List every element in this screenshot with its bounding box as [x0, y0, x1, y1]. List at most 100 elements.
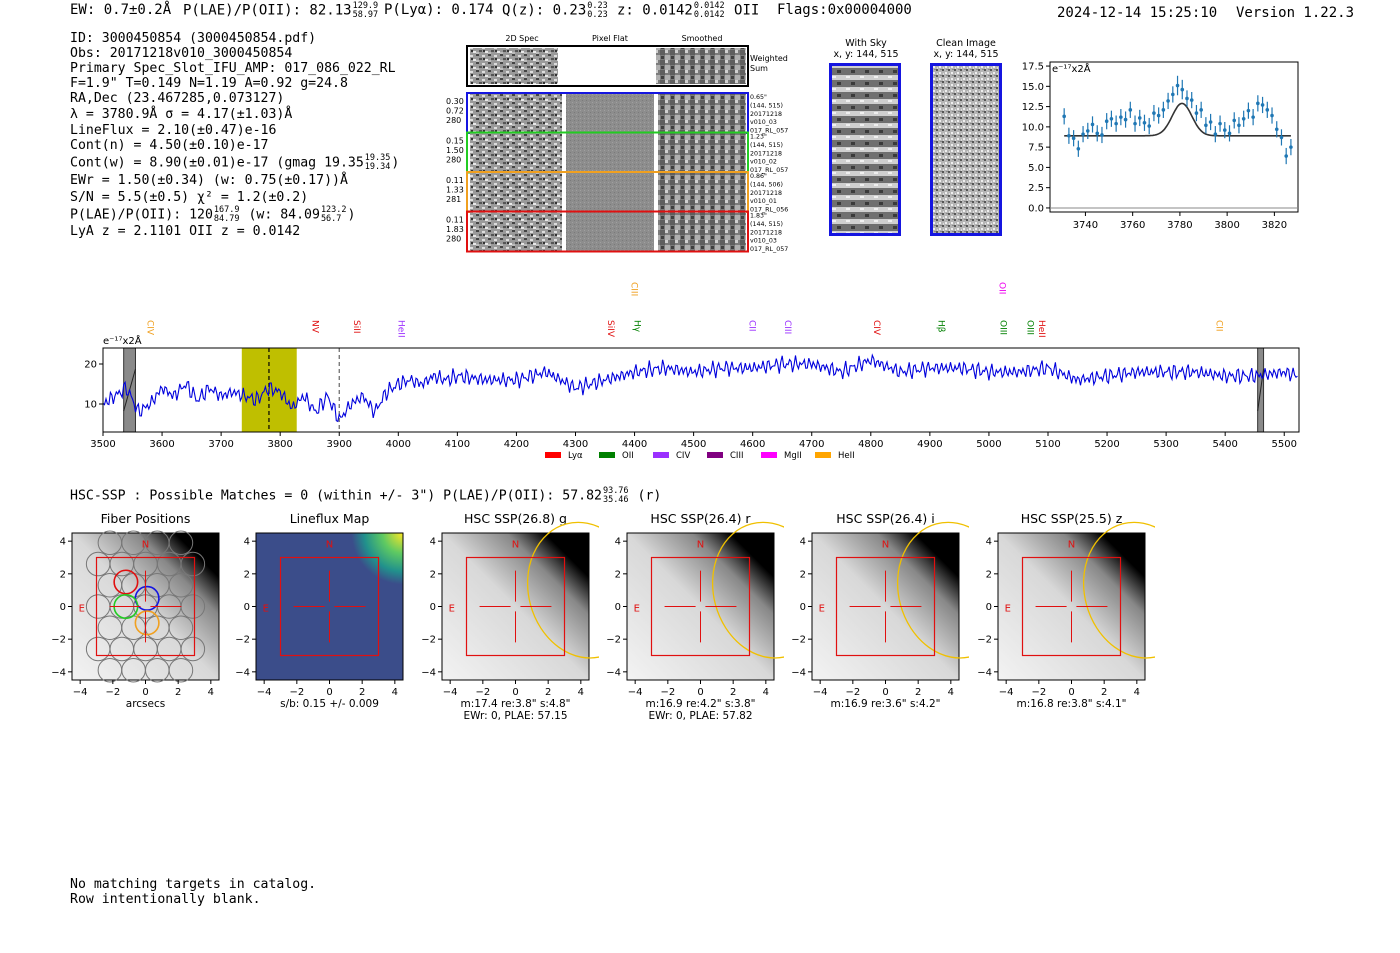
svg-text:Lyα: Lyα — [568, 451, 583, 461]
spectrum-line — [102, 353, 1298, 423]
hsc-panel-3: HSC SSP(26.8) g N E −4 −4 −2 −2 0 0 2 2 4 4 m:17.4 re… — [412, 511, 642, 728]
spectrum-unit-label: e⁻¹⁷x2Å — [103, 334, 142, 347]
compass-east: E — [79, 603, 85, 614]
spectral-line-label: NV — [310, 320, 320, 334]
zoom-data-point — [1123, 117, 1128, 122]
spectrum-xtick-label: 5200 — [1094, 439, 1119, 450]
info-lyaz: LyA z = 2.1101 OII z = 0.0142 — [70, 224, 301, 239]
spectrum-xtick-label: 4100 — [445, 439, 470, 450]
spectrum-frame — [102, 347, 1300, 433]
lineflux-map-image — [256, 533, 403, 680]
spectrum-xtick-label: 5300 — [1153, 439, 1178, 450]
hsc-xtick-label: 2 — [545, 687, 551, 698]
hsc-xtick-label: 0 — [697, 687, 703, 698]
hsc-xtick-label: 2 — [359, 687, 365, 698]
spectrum-ytick-label: 10 — [84, 400, 97, 411]
hsc-panel-title: HSC SSP(26.4) i — [836, 511, 934, 526]
cutout-row-left-label: 0.11 — [446, 176, 464, 185]
compass-north: N — [697, 540, 704, 551]
svg-text:MgII: MgII — [784, 451, 802, 461]
zoom-xtick-label: 3780 — [1167, 220, 1192, 231]
spectrum-xtick-label: 5400 — [1212, 439, 1237, 450]
cutout-row-right-label: 20171218 — [750, 190, 782, 197]
zoom-data-point — [1218, 121, 1222, 126]
zoom-data-point — [1104, 119, 1109, 123]
svg-text:OIII: OIII — [1024, 320, 1034, 335]
cutout-row-left-label: 280 — [446, 156, 461, 165]
cutout-row-right-label: 017_RL_056 — [750, 207, 788, 214]
svg-text:CII: CII — [1213, 320, 1223, 332]
cutout-row-left-label: 281 — [446, 195, 461, 204]
spectrum-legend-item: CIV — [653, 451, 690, 461]
clean-image — [930, 63, 1002, 236]
zoom-data-point — [1119, 115, 1123, 119]
cutout-row-right-label: 1.23" — [750, 134, 767, 141]
compass-east: E — [634, 603, 640, 614]
zoom-data-point — [1067, 133, 1071, 138]
spectral-line-label: HeII — [395, 320, 405, 338]
hsc-ytick-label: −4 — [606, 667, 621, 678]
hsc-panel-title: HSC SSP(26.8) g — [464, 511, 567, 526]
spectrum-xtick-label: 4500 — [681, 439, 706, 450]
spectrum-xtick-label: 4200 — [504, 439, 529, 450]
cutout-row-right-label: v010_02 — [750, 159, 777, 166]
weighted-sum-row: Weighted Sum — [466, 45, 788, 87]
spectrum-legend-item: MgII — [761, 451, 802, 461]
header-plya: P(Lyα): 0.174 — [384, 2, 494, 18]
hsc-ytick-label: 2 — [615, 569, 621, 580]
cutout-row-right-label: 0.86" — [750, 173, 767, 180]
svg-text:SiII: SiII — [351, 320, 361, 334]
svg-text:CIII: CIII — [629, 282, 639, 296]
hsc-xtick-label: 2 — [175, 687, 181, 698]
spectrum-legend-item: OII — [599, 451, 634, 461]
zoom-data-point — [1265, 108, 1270, 112]
cutout-row-left-label: 0.11 — [446, 216, 464, 225]
hsc-panel-caption: arcsecs — [126, 698, 165, 710]
spectrum-legend-item: HeII — [815, 451, 855, 461]
hsc-panel-title: Fiber Positions — [101, 511, 191, 526]
hsc-xtick-label: 0 — [1068, 687, 1074, 698]
spectral-line-label: CIII — [629, 282, 639, 296]
aperture-square — [279, 556, 380, 657]
spectrum-xtick-label: 4900 — [917, 439, 942, 450]
zoom-data-point — [1128, 108, 1133, 112]
header-datetime: 2024-12-14 15:25:10 — [1057, 5, 1218, 21]
header-version: Version 1.22.3 — [1236, 5, 1355, 21]
hsc-panel-caption: m:16.8 re:3.8" s:4.1" — [1017, 698, 1127, 710]
fiber-circle — [168, 530, 194, 556]
spectrum-xtick-label: 4600 — [740, 439, 765, 450]
zoom-data-point — [1222, 128, 1227, 132]
zoom-data-point — [1189, 98, 1194, 102]
svg-text:Weighted: Weighted — [750, 54, 788, 63]
zoom-data-point — [1109, 116, 1114, 121]
spectrum-xtick-label: 3700 — [208, 439, 233, 450]
zoom-data-point — [1114, 121, 1118, 126]
hsc-xtick-label: 2 — [730, 687, 736, 698]
zoom-data-point — [1199, 108, 1203, 112]
cutout-row-left-label: 1.33 — [446, 186, 464, 195]
zoom-data-point — [1175, 83, 1180, 88]
footer-blank-row: Row intentionally blank. — [70, 892, 261, 907]
aperture-square — [465, 556, 566, 657]
spectral-line-label: OIII — [998, 320, 1008, 335]
cutout-row-right-label: 017_RL_057 — [750, 246, 788, 253]
zoom-ytick-label: 17.5 — [1022, 62, 1044, 73]
zoom-line-fit-chart: e⁻¹⁷x2Å 0.0 2.5 5.0 7.5 10.0 12.5 15.0 17.5 3740 3… — [1022, 61, 1299, 231]
hsc-panel-caption: s/b: 0.15 +/- 0.009 — [280, 698, 379, 710]
hsc-ytick-label: 4 — [244, 537, 250, 548]
spectra-cutouts: 2D Spec Pixel Flat Smoothed Weighted Sum… — [446, 34, 788, 253]
svg-text:CIV: CIV — [676, 451, 690, 461]
fiber-circle — [180, 636, 206, 662]
compass-north: N — [142, 540, 149, 551]
hsc-ytick-label: 0 — [800, 602, 806, 613]
spectrum-xtick-label: 4000 — [386, 439, 411, 450]
highlighted-fiber — [113, 569, 139, 595]
cutout-row-right-label: 20171218 — [750, 111, 782, 118]
hsc-ytick-label: −4 — [51, 667, 66, 678]
spectrum-legend-item: Lyα — [545, 451, 583, 461]
zoom-data-point — [1081, 132, 1085, 136]
zoom-ytick-label: 15.0 — [1022, 82, 1044, 93]
hsc-xtick-label: 4 — [578, 687, 584, 698]
info-obs: Obs: 20171218v010_3000450854 — [70, 46, 293, 61]
